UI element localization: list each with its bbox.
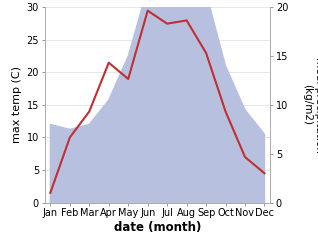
Y-axis label: med. precipitation
(kg/m2): med. precipitation (kg/m2) xyxy=(302,57,318,153)
X-axis label: date (month): date (month) xyxy=(114,221,201,234)
Y-axis label: max temp (C): max temp (C) xyxy=(12,66,22,144)
